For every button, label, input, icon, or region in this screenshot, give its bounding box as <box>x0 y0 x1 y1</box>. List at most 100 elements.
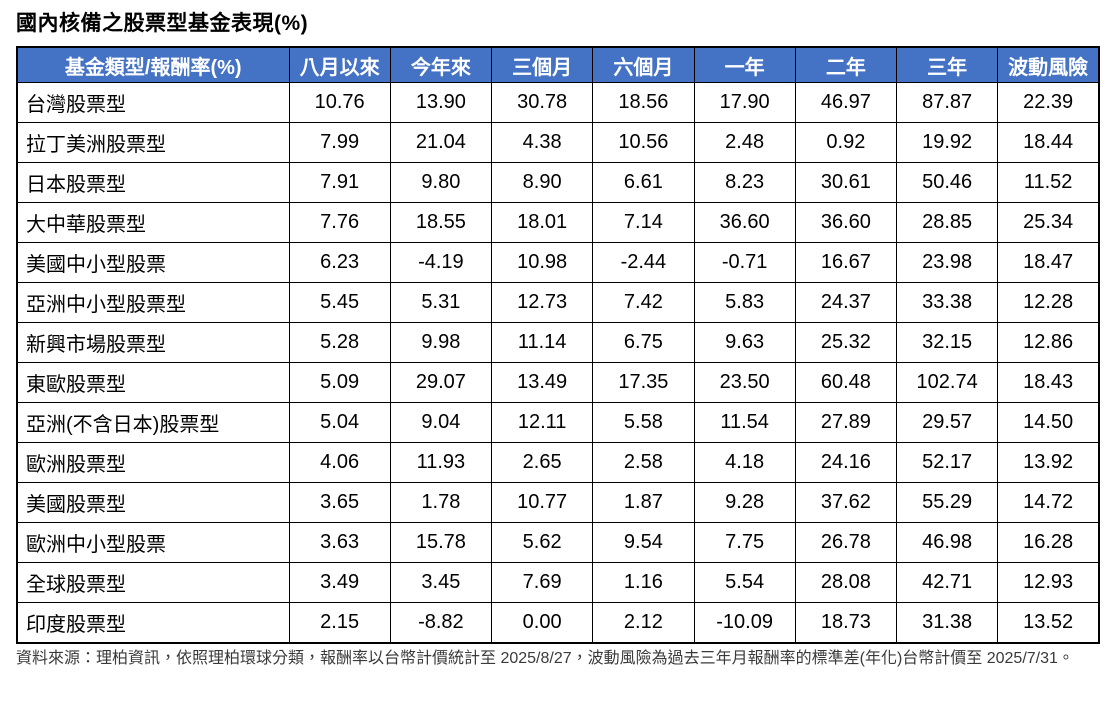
header-row: 基金類型/報酬率(%) 八月以來 今年來 三個月 六個月 一年 二年 三年 波動風險 <box>16 46 1100 83</box>
header-cell: 二年 <box>794 46 898 83</box>
value-cell: 7.69 <box>490 562 594 603</box>
table-body: 台灣股票型 10.76 13.90 30.78 18.56 17.90 46.97 87.87… <box>16 82 1100 644</box>
table-row: 東歐股票型 5.09 29.07 13.49 17.35 23.50 60.48 102.74… <box>16 362 1100 403</box>
value-cell: 18.43 <box>997 362 1100 403</box>
fund-category-cell: 新興市場股票型 <box>16 322 290 363</box>
value-cell: 29.07 <box>389 362 493 403</box>
header-cell: 一年 <box>693 46 796 83</box>
value-cell: 14.50 <box>997 402 1100 443</box>
value-cell: 9.28 <box>693 482 796 523</box>
value-cell: 0.92 <box>794 122 898 163</box>
value-cell: 2.58 <box>592 442 695 483</box>
value-cell: 9.54 <box>592 522 695 563</box>
value-cell: 27.89 <box>794 402 898 443</box>
value-cell: 8.90 <box>490 162 594 203</box>
value-cell: 25.32 <box>794 322 898 363</box>
value-cell: 10.76 <box>288 82 391 123</box>
value-cell: 16.67 <box>794 242 898 283</box>
value-cell: 17.90 <box>693 82 796 123</box>
value-cell: 9.80 <box>389 162 493 203</box>
value-cell: 9.04 <box>389 402 493 443</box>
value-cell: 31.38 <box>895 602 999 644</box>
value-cell: -2.44 <box>592 242 695 283</box>
value-cell: 12.86 <box>997 322 1100 363</box>
value-cell: 9.63 <box>693 322 796 363</box>
value-cell: 24.37 <box>794 282 898 323</box>
value-cell: 50.46 <box>895 162 999 203</box>
page-title: 國內核備之股票型基金表現(%) <box>16 12 309 35</box>
value-cell: -8.82 <box>389 602 493 644</box>
value-cell: 5.31 <box>389 282 493 323</box>
value-cell: 2.15 <box>288 602 391 644</box>
value-cell: 5.58 <box>592 402 695 443</box>
value-cell: 12.73 <box>490 282 594 323</box>
value-cell: 52.17 <box>895 442 999 483</box>
table-row: 台灣股票型 10.76 13.90 30.78 18.56 17.90 46.97 87.87… <box>16 82 1100 123</box>
value-cell: 13.52 <box>997 602 1100 644</box>
table-row: 全球股票型 3.49 3.45 7.69 1.16 5.54 28.08 42.71 12.93 <box>16 562 1100 603</box>
value-cell: 30.61 <box>794 162 898 203</box>
value-cell: 18.55 <box>389 202 493 243</box>
value-cell: 7.42 <box>592 282 695 323</box>
fund-category-cell: 日本股票型 <box>16 162 290 203</box>
value-cell: 13.49 <box>490 362 594 403</box>
value-cell: 12.93 <box>997 562 1100 603</box>
header-cell-category: 基金類型/報酬率(%) <box>16 46 290 83</box>
value-cell: 12.28 <box>997 282 1100 323</box>
value-cell: 18.44 <box>997 122 1100 163</box>
value-cell: 11.93 <box>389 442 493 483</box>
value-cell: 4.06 <box>288 442 391 483</box>
value-cell: 1.16 <box>592 562 695 603</box>
fund-category-cell: 歐洲中小型股票 <box>16 522 290 563</box>
table-row: 大中華股票型 7.76 18.55 18.01 7.14 36.60 36.60 28.85 2… <box>16 202 1100 243</box>
value-cell: 18.56 <box>592 82 695 123</box>
value-cell: 2.48 <box>693 122 796 163</box>
table-row: 日本股票型 7.91 9.80 8.90 6.61 8.23 30.61 50.46 11.52 <box>16 162 1100 203</box>
value-cell: 10.98 <box>490 242 594 283</box>
value-cell: 10.77 <box>490 482 594 523</box>
page: 國內核備之股票型基金表現(%) 基金類型/報酬率(%) 八月以來 今年來 三個月 六個月… <box>16 12 1100 667</box>
value-cell: 7.91 <box>288 162 391 203</box>
value-cell: 5.09 <box>288 362 391 403</box>
value-cell: 32.15 <box>895 322 999 363</box>
value-cell: 13.90 <box>389 82 493 123</box>
table-row: 新興市場股票型 5.28 9.98 11.14 6.75 9.63 25.32 32.15 12… <box>16 322 1100 363</box>
value-cell: 46.97 <box>794 82 898 123</box>
value-cell: 18.73 <box>794 602 898 644</box>
value-cell: 23.98 <box>895 242 999 283</box>
value-cell: 19.92 <box>895 122 999 163</box>
value-cell: 36.60 <box>794 202 898 243</box>
value-cell: 1.87 <box>592 482 695 523</box>
value-cell: 11.14 <box>490 322 594 363</box>
value-cell: 0.00 <box>490 602 594 644</box>
value-cell: 15.78 <box>389 522 493 563</box>
table-row: 歐洲中小型股票 3.63 15.78 5.62 9.54 7.75 26.78 46.98 16… <box>16 522 1100 563</box>
value-cell: 18.47 <box>997 242 1100 283</box>
value-cell: 11.54 <box>693 402 796 443</box>
table-row: 亞洲中小型股票型 5.45 5.31 12.73 7.42 5.83 24.37 33.38 1… <box>16 282 1100 323</box>
value-cell: 3.63 <box>288 522 391 563</box>
value-cell: 3.45 <box>389 562 493 603</box>
value-cell: 4.38 <box>490 122 594 163</box>
value-cell: 42.71 <box>895 562 999 603</box>
header-cell: 八月以來 <box>288 46 391 83</box>
value-cell: 16.28 <box>997 522 1100 563</box>
value-cell: 3.49 <box>288 562 391 603</box>
source-note: 資料來源：理柏資訊，依照理柏環球分類，報酬率以台幣計價統計至 2025/8/27… <box>16 650 1074 667</box>
header-cell: 三年 <box>895 46 999 83</box>
value-cell: 33.38 <box>895 282 999 323</box>
value-cell: 87.87 <box>895 82 999 123</box>
value-cell: 17.35 <box>592 362 695 403</box>
value-cell: 24.16 <box>794 442 898 483</box>
value-cell: -10.09 <box>693 602 796 644</box>
header-cell: 六個月 <box>592 46 695 83</box>
table-row: 拉丁美洲股票型 7.99 21.04 4.38 10.56 2.48 0.92 19.92 18… <box>16 122 1100 163</box>
value-cell: 11.52 <box>997 162 1100 203</box>
value-cell: 5.04 <box>288 402 391 443</box>
value-cell: 23.50 <box>693 362 796 403</box>
fund-table: 基金類型/報酬率(%) 八月以來 今年來 三個月 六個月 一年 二年 三年 波動風險 台灣股票型… <box>16 46 1100 644</box>
value-cell: 6.61 <box>592 162 695 203</box>
fund-category-cell: 美國股票型 <box>16 482 290 523</box>
value-cell: 5.54 <box>693 562 796 603</box>
value-cell: -4.19 <box>389 242 493 283</box>
